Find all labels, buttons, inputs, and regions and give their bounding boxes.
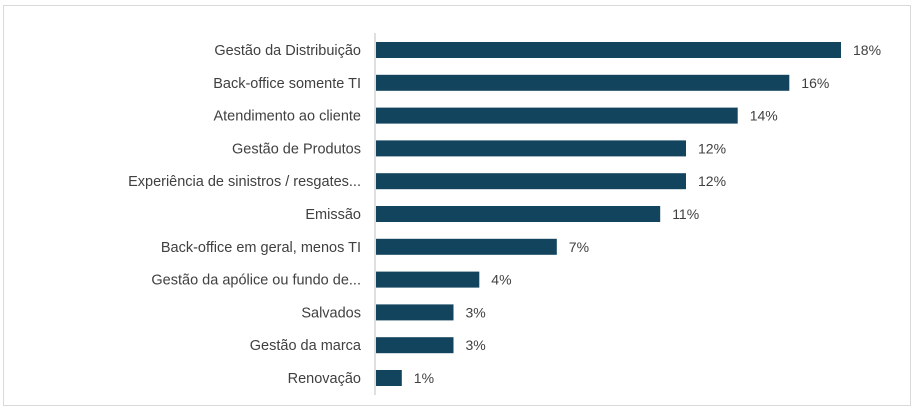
category-label: Gestão da marca (250, 338, 362, 354)
bar (376, 140, 686, 157)
bar (376, 107, 738, 124)
bar (376, 370, 402, 386)
category-label: Experiência de sinistros / resgates... (128, 174, 361, 190)
value-label: 14% (750, 108, 778, 124)
value-label: 16% (801, 75, 829, 91)
value-label: 3% (466, 304, 486, 320)
category-label: Renovação (288, 371, 361, 387)
category-label: Salvados (301, 305, 361, 321)
bar (376, 337, 454, 354)
bar (376, 206, 661, 222)
bar (376, 74, 790, 91)
category-label: Emissão (305, 207, 361, 223)
value-label: 1% (414, 370, 434, 386)
value-label: 18% (853, 42, 881, 58)
value-label: 3% (466, 337, 486, 353)
bar (376, 238, 557, 255)
value-label: 4% (491, 272, 511, 288)
value-label: 11% (672, 206, 699, 222)
bar (376, 173, 686, 190)
bar (376, 271, 480, 288)
category-label: Gestão de Produtos (232, 141, 361, 157)
bar (376, 304, 454, 321)
category-label: Gestão da apólice ou fundo de... (151, 273, 361, 289)
value-label: 12% (698, 140, 726, 156)
value-label: 12% (698, 173, 726, 189)
value-label: 7% (569, 239, 589, 255)
category-label: Atendimento ao cliente (213, 109, 361, 125)
chart-frame (3, 5, 911, 406)
category-label: Back-office em geral, menos TI (161, 240, 361, 256)
category-label: Back-office somente TI (213, 76, 361, 92)
category-label: Gestão da Distribuição (214, 43, 361, 59)
bar (376, 42, 841, 58)
